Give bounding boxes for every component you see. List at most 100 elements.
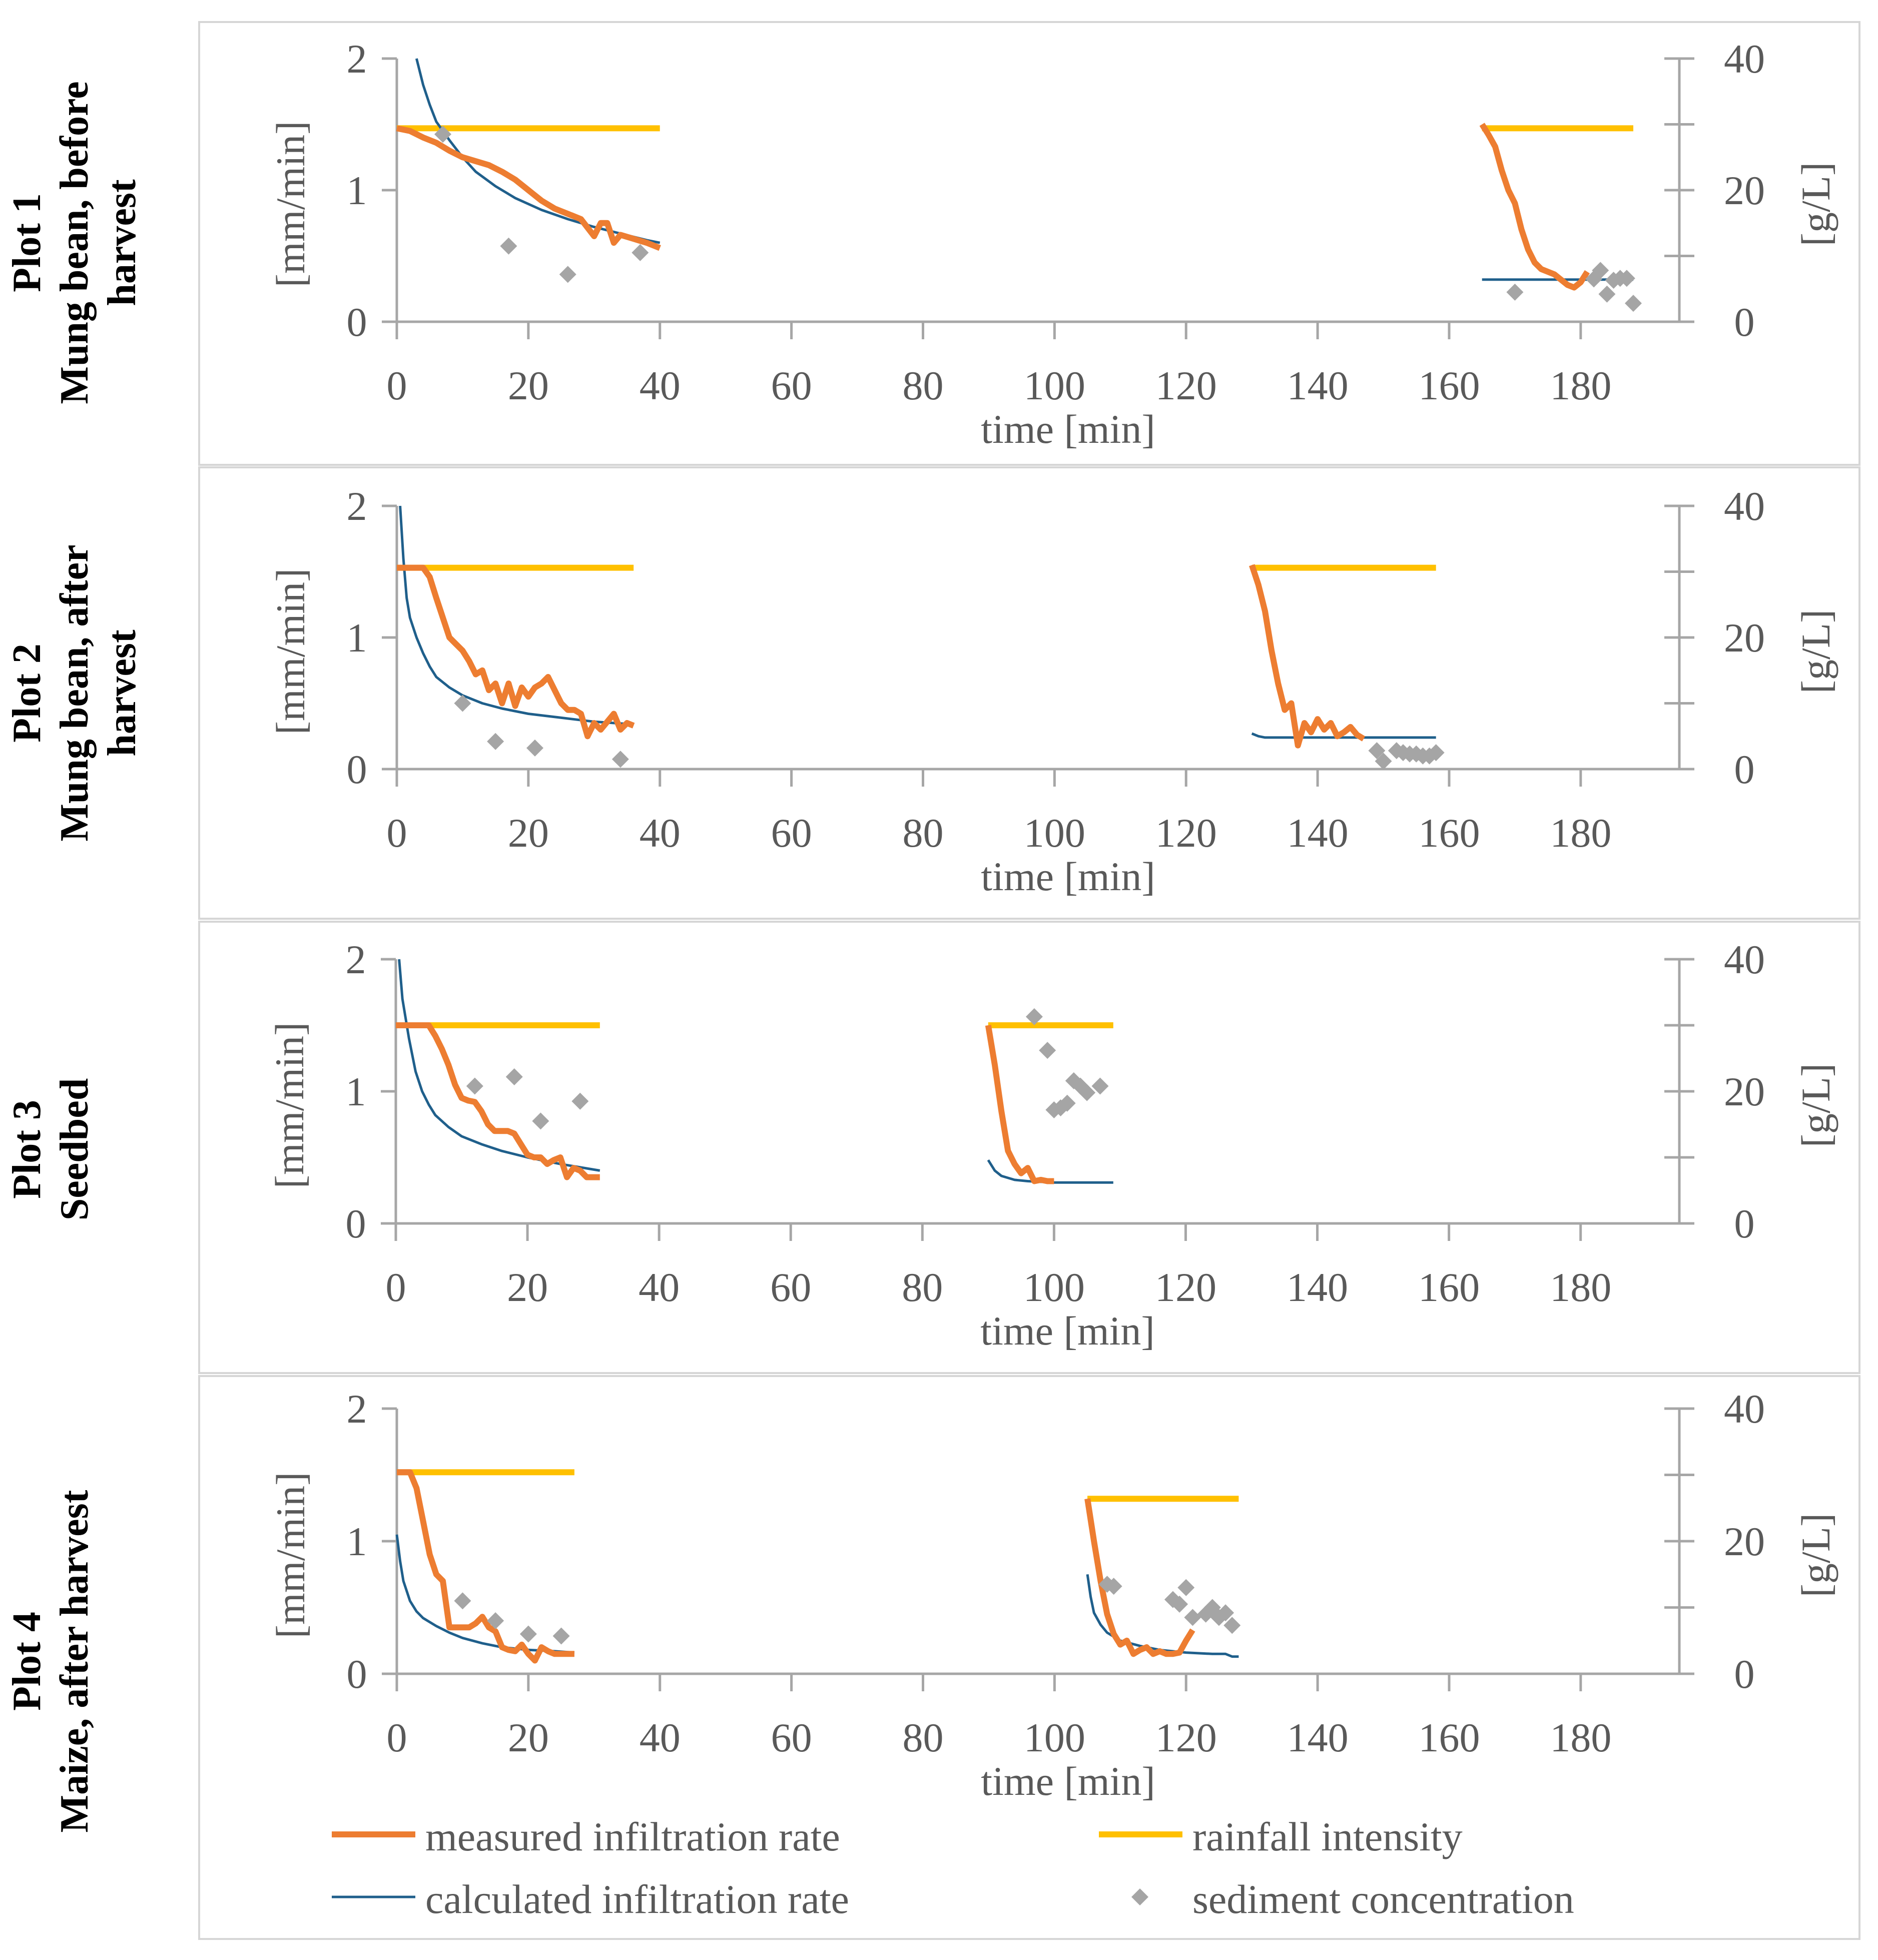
x-tick-label: 60	[771, 1715, 812, 1760]
row-label-line: harvest	[100, 179, 144, 306]
left-y-tick-label: 2	[346, 937, 366, 982]
sediment-point	[611, 751, 629, 768]
measured-series-line	[1249, 564, 1366, 749]
x-tick-label: 80	[902, 810, 943, 856]
legend-label: calculated infiltration rate	[425, 1876, 849, 1922]
legend-item-rainfall: rainfall intensity	[1099, 1814, 1463, 1859]
x-tick-label: 80	[902, 1264, 943, 1310]
sediment-point	[1039, 1042, 1056, 1059]
left-y-axis-title: [mm/min]	[267, 1022, 312, 1189]
x-tick-label: 180	[1550, 1264, 1611, 1310]
x-tick-label: 160	[1418, 1715, 1480, 1760]
x-tick-label: 120	[1155, 810, 1217, 856]
measured-series-line	[1479, 123, 1590, 291]
row-label: Plot 2Mung bean, afterharvest	[5, 544, 144, 841]
left-y-tick-label: 0	[346, 1201, 366, 1246]
left-y-axis-title: [mm/min]	[268, 121, 313, 288]
x-tick-label: 160	[1418, 810, 1480, 856]
sediment-point	[1618, 270, 1635, 287]
legend-item-calculated: calculated infiltration rate	[332, 1876, 849, 1922]
x-tick-label: 160	[1418, 1264, 1480, 1310]
measured-series-line	[397, 564, 635, 740]
sediment-point	[1624, 295, 1642, 312]
left-y-tick-label: 2	[347, 483, 367, 529]
x-axis-title: time [min]	[981, 406, 1155, 452]
panel-frame	[198, 21, 1860, 466]
measured-series-line	[397, 1469, 574, 1664]
sediment-point	[526, 739, 544, 757]
x-tick-label: 60	[770, 1264, 811, 1310]
x-tick-label: 80	[902, 363, 943, 408]
left-y-tick-label: 1	[347, 1519, 367, 1564]
sediment-point	[552, 1627, 570, 1645]
sediment-point	[1223, 1617, 1241, 1634]
right-y-axis-title: [g/L]	[1793, 162, 1838, 246]
x-tick-label: 160	[1418, 363, 1480, 408]
x-tick-label: 40	[639, 1264, 680, 1310]
x-tick-label: 0	[387, 1715, 407, 1760]
left-y-tick-label: 2	[347, 1386, 367, 1432]
x-tick-label: 180	[1550, 1715, 1611, 1760]
x-axis-title: time [min]	[980, 1308, 1154, 1354]
x-tick-label: 60	[771, 810, 812, 856]
sediment-point	[1375, 753, 1392, 770]
x-tick-label: 0	[387, 363, 407, 408]
chart-panel-1: 0 1 2 [mm/min] 0 20 40 [g/L] 0 20 40 60 80 100 120 140 1…	[5, 21, 1860, 466]
x-tick-label: 120	[1155, 363, 1217, 408]
left-y-axis-title: [mm/min]	[268, 568, 313, 735]
right-y-tick-label: 0	[1734, 299, 1755, 345]
right-y-tick-label: 40	[1724, 937, 1765, 982]
sediment-point	[1171, 1595, 1188, 1613]
row-label: Plot 1Mung bean, beforeharvest	[5, 81, 144, 404]
sediment-point	[1217, 1604, 1234, 1622]
sediment-point	[1184, 1609, 1201, 1626]
x-tick-label: 20	[507, 1264, 548, 1310]
measured-series-line	[985, 1025, 1054, 1184]
x-tick-label: 140	[1287, 1264, 1348, 1310]
right-y-tick-label: 40	[1724, 483, 1765, 529]
x-axis-title: time [min]	[981, 854, 1155, 899]
sediment-point	[466, 1077, 483, 1095]
measured-series-line	[396, 125, 661, 251]
legend-label: rainfall intensity	[1192, 1814, 1463, 1859]
sediment-point	[500, 237, 517, 255]
row-label-line: Plot 1	[5, 193, 49, 292]
row-label-line: Plot 2	[5, 643, 49, 743]
x-tick-label: 100	[1024, 1715, 1085, 1760]
left-y-tick-label: 2	[347, 36, 367, 82]
left-y-tick-label: 0	[347, 747, 367, 792]
right-y-tick-label: 40	[1724, 36, 1765, 82]
right-y-tick-label: 0	[1734, 747, 1755, 792]
sediment-point	[532, 1112, 549, 1130]
sediment-point	[519, 1625, 537, 1643]
right-y-tick-label: 20	[1724, 1519, 1765, 1564]
row-label-line: Mung bean, after	[53, 544, 97, 841]
sediment-point	[434, 126, 452, 143]
x-tick-label: 80	[902, 1715, 943, 1760]
row-label-line: Plot 3	[5, 1100, 49, 1199]
legend-label: sediment concentration	[1192, 1876, 1574, 1922]
right-y-tick-label: 20	[1724, 615, 1765, 661]
left-y-tick-label: 1	[347, 168, 367, 213]
legend: measured infiltration rate rainfall inten…	[332, 1814, 1574, 1922]
left-y-tick-label: 1	[347, 615, 367, 661]
right-y-axis-title: [g/L]	[1793, 1063, 1838, 1147]
x-tick-label: 100	[1024, 363, 1085, 408]
sediment-point	[1592, 262, 1609, 279]
left-y-tick-label: 1	[346, 1069, 366, 1114]
sediment-point	[559, 266, 576, 283]
calculated-series-line	[398, 959, 600, 1172]
chart-panel-2: 0 1 2 [mm/min] 0 20 40 [g/L] 0 20 40 60 80 100 120 140 1…	[5, 466, 1860, 920]
x-tick-label: 180	[1550, 363, 1611, 408]
sediment-point	[1058, 1094, 1076, 1112]
panel-frame	[198, 921, 1860, 1374]
left-y-tick-label: 0	[347, 1651, 367, 1697]
calculated-series-line	[1086, 1574, 1239, 1658]
sediment-point	[1368, 742, 1386, 760]
x-tick-label: 0	[387, 810, 407, 856]
right-y-axis-title: [g/L]	[1793, 609, 1838, 694]
row-label: Plot 3Seedbed	[5, 1078, 97, 1221]
row-label-line: Mung bean, before	[53, 81, 97, 404]
sediment-point	[454, 695, 471, 712]
right-y-tick-label: 0	[1734, 1651, 1755, 1697]
